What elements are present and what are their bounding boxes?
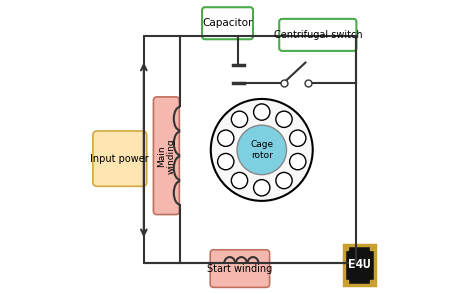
Circle shape [231,172,247,189]
FancyBboxPatch shape [202,7,253,39]
Circle shape [218,130,234,146]
Circle shape [237,125,286,175]
Circle shape [276,111,292,127]
Circle shape [218,153,234,170]
Circle shape [290,130,306,146]
FancyBboxPatch shape [154,97,179,215]
Circle shape [231,111,247,127]
Text: Cage
rotor: Cage rotor [250,140,273,160]
FancyBboxPatch shape [93,131,147,186]
Circle shape [211,99,313,201]
Text: Main
winding: Main winding [157,138,176,173]
FancyBboxPatch shape [279,19,356,51]
Text: Input power: Input power [91,154,149,164]
Text: Start winding: Start winding [207,264,273,274]
FancyBboxPatch shape [344,245,375,285]
FancyBboxPatch shape [210,250,270,287]
Text: E4U: E4U [348,258,371,271]
Circle shape [254,104,270,120]
Circle shape [276,172,292,189]
Circle shape [290,153,306,170]
Text: Centrifugal switch: Centrifugal switch [273,30,362,40]
Circle shape [254,180,270,196]
Text: Capacitor: Capacitor [202,18,253,28]
